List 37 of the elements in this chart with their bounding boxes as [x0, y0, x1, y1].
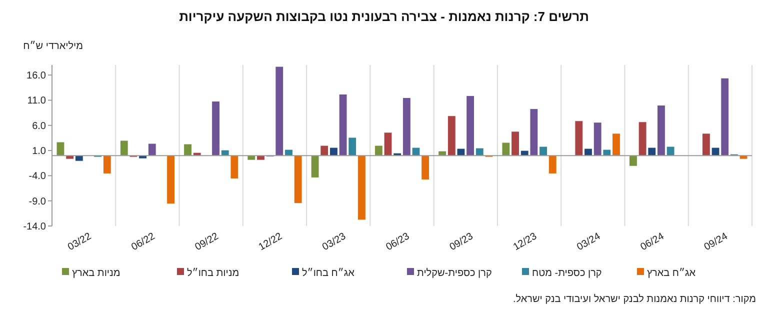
legend-label: מניות בארץ: [72, 268, 120, 279]
y-tick-label: -14.0: [23, 222, 46, 232]
y-axis-title: מיליארדי ש״ח: [23, 40, 84, 52]
x-tick-label: 09/24: [702, 230, 730, 254]
text: מקור: דיווחי קרנות נאמנות לבנק ישראל ועיבודי בנק ישראל.: [513, 293, 756, 305]
y-tick-label: 6.0: [32, 120, 46, 132]
legend-label: אג״ח בארץ: [647, 267, 696, 279]
x-tick-label: 03/24: [575, 230, 603, 254]
x-tick-label: 06/24: [638, 230, 666, 254]
bar: [421, 155, 430, 180]
y-tick-label: -9.0: [28, 196, 46, 208]
bar: [628, 155, 638, 166]
legend-label: אג״ח בחו״ל: [302, 267, 356, 279]
bar: [120, 140, 128, 156]
bar: [548, 155, 557, 174]
x-tick-label: 09/23: [448, 230, 476, 254]
y-tick-label: -4.0: [28, 171, 46, 182]
bar: [166, 155, 176, 204]
x-tick-label: 03/23: [320, 230, 348, 254]
chart-title: תרשים 7: קרנות נאמנות - צבירה רבעונית נטו בקבוצות השקעה עיקריות: [179, 9, 589, 24]
x-tick-label: 06/23: [384, 230, 412, 254]
x-tick-label: 09/22: [193, 230, 221, 254]
bar: [739, 155, 748, 160]
x-tick-label: 06/22: [130, 230, 158, 254]
bar: [230, 155, 239, 179]
x-tick-label: 03/22: [66, 230, 94, 254]
y-tick-label: 1.0: [32, 146, 46, 158]
bar: [357, 155, 366, 220]
legend-label: קרן כספית-שקלית: [417, 267, 492, 279]
bar: [56, 142, 65, 156]
bar: [148, 143, 156, 156]
legend-label: מניות בחו״ל: [187, 267, 240, 279]
bar: [294, 155, 302, 204]
legend-label: קרן כספית- מטח: [532, 268, 602, 279]
y-tick-label: 11.0: [27, 96, 46, 107]
bar: [310, 155, 320, 178]
y-tick-label: 16.0: [26, 70, 46, 82]
